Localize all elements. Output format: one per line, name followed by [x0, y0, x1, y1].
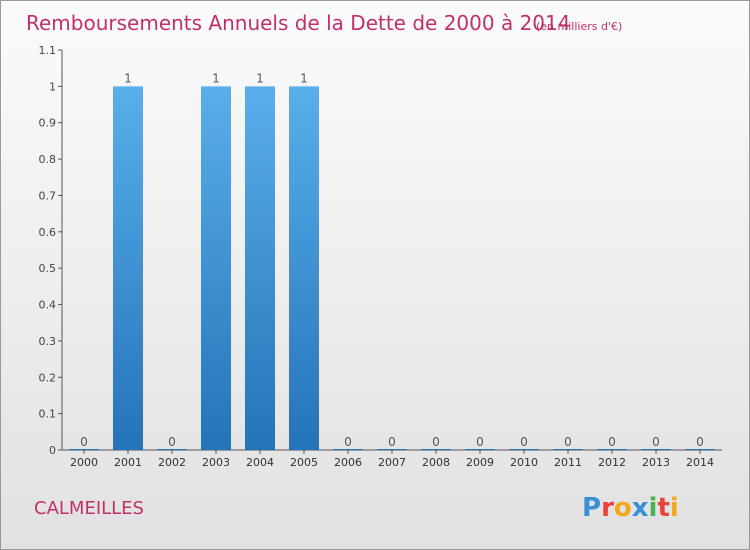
x-tick-label-2006: 2006	[334, 456, 362, 469]
y-tick-label: 1.1	[39, 44, 57, 57]
data-label-2012: 0	[608, 435, 616, 449]
data-label-2002: 0	[168, 435, 176, 449]
y-tick-label: 0.4	[39, 299, 57, 312]
x-tick-label-2013: 2013	[642, 456, 670, 469]
data-label-2003: 1	[212, 71, 220, 85]
logo-letter: i	[670, 493, 679, 523]
x-tick-label-2003: 2003	[202, 456, 230, 469]
x-tick-label-2000: 2000	[70, 456, 98, 469]
data-label-2005: 1	[300, 71, 308, 85]
y-tick-label: 0.9	[39, 117, 57, 130]
commune-name: CALMEILLES	[34, 498, 144, 519]
data-label-2013: 0	[652, 435, 660, 449]
x-tick-label-2012: 2012	[598, 456, 626, 469]
chart-unit: (en milliers d'€)	[536, 20, 622, 33]
y-tick-label: 0.3	[39, 335, 57, 348]
logo-letter: x	[632, 493, 649, 523]
y-tick-label: 0.6	[39, 226, 57, 239]
x-tick-label-2011: 2011	[554, 456, 582, 469]
y-tick-label: 0.7	[39, 189, 57, 202]
data-label-2006: 0	[344, 435, 352, 449]
logo-letter: t	[657, 493, 669, 523]
bar-2004	[245, 86, 275, 450]
data-label-2007: 0	[388, 435, 396, 449]
data-label-2008: 0	[432, 435, 440, 449]
x-tick-label-2004: 2004	[246, 456, 274, 469]
bar-2003	[201, 86, 231, 450]
logo-letter: P	[582, 493, 601, 523]
x-tick-label-2010: 2010	[510, 456, 538, 469]
logo-letter: o	[614, 493, 632, 523]
logo-letter: i	[649, 493, 658, 523]
logo-text: Proxiti	[582, 493, 679, 523]
proxiti-logo: Proxiti	[582, 493, 679, 523]
data-label-2010: 0	[520, 435, 528, 449]
x-tick-label-2009: 2009	[466, 456, 494, 469]
data-label-2011: 0	[564, 435, 572, 449]
data-label-2000: 0	[80, 435, 88, 449]
x-tick-label-2001: 2001	[114, 456, 142, 469]
bar-2001	[113, 86, 143, 450]
x-tick-label-2002: 2002	[158, 456, 186, 469]
y-tick-label: 0.5	[39, 262, 57, 275]
logo-letter: r	[601, 493, 614, 523]
bars: 0 1 0 1 1 1 0 0 0 0 0 0 0 0 0	[69, 71, 715, 450]
y-tick-label: 1	[49, 80, 56, 93]
y-tick-label: 0.2	[39, 371, 57, 384]
data-label-2014: 0	[696, 435, 704, 449]
data-label-2001: 1	[124, 71, 132, 85]
y-tick-label: 0	[49, 444, 56, 457]
y-tick-label: 0.1	[39, 408, 57, 421]
x-tick-label-2007: 2007	[378, 456, 406, 469]
y-tick-label: 0.8	[39, 153, 57, 166]
x-tick-label-2005: 2005	[290, 456, 318, 469]
x-tick-label-2008: 2008	[422, 456, 450, 469]
data-label-2009: 0	[476, 435, 484, 449]
chart-title: Remboursements Annuels de la Dette de 20…	[26, 11, 570, 35]
y-axis: 0 0.1 0.2 0.3 0.4 0.5 0.6 0.7 0.8 0.9 1 1.1	[39, 44, 63, 457]
data-label-2004: 1	[256, 71, 264, 85]
bar-2005	[289, 86, 319, 450]
x-tick-label-2014: 2014	[686, 456, 714, 469]
